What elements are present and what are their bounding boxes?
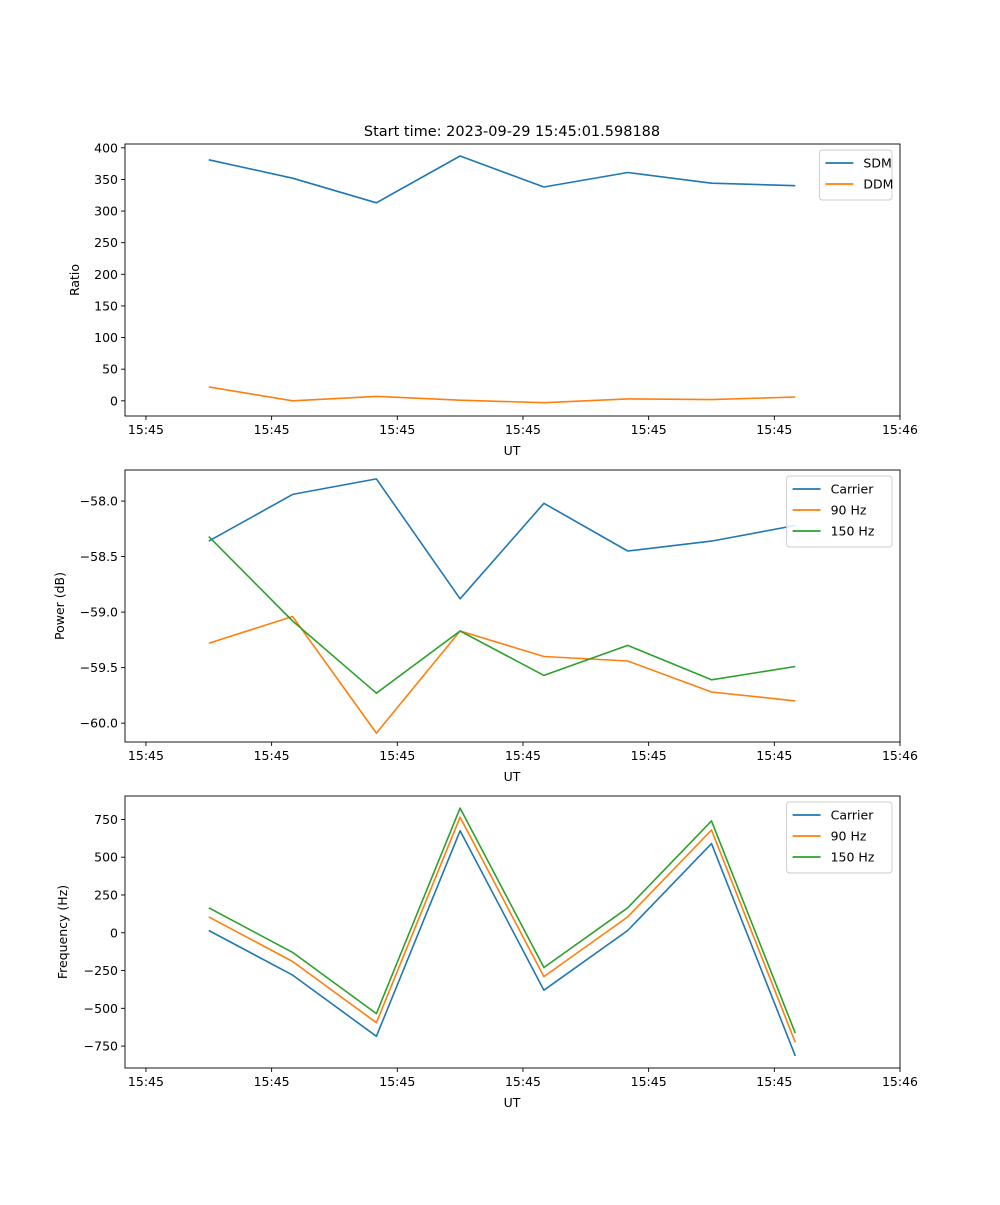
series-line-sdm	[208, 155, 796, 204]
x-tick-label: 15:45	[254, 748, 290, 763]
y-tick-label: 350	[94, 172, 118, 187]
x-axis-label: UT	[504, 1095, 521, 1110]
y-axis-label: Power (dB)	[52, 572, 67, 640]
series-line-carrier	[208, 829, 797, 1057]
y-tick-label: 250	[94, 235, 118, 250]
legend-label: 90 Hz	[831, 503, 867, 518]
y-tick-label: 0	[110, 925, 118, 940]
y-tick-label: −58.5	[80, 549, 118, 564]
legend-label: Carrier	[831, 482, 875, 497]
x-tick-label: 15:45	[379, 1074, 415, 1089]
legend-label: DDM	[863, 177, 893, 192]
x-tick-label: 15:45	[254, 1074, 290, 1089]
x-tick-label: 15:45	[756, 422, 792, 437]
y-tick-label: 300	[94, 204, 118, 219]
legend-box	[786, 801, 893, 874]
y-axis-label: Frequency (Hz)	[55, 885, 70, 979]
y-tick-label: 150	[94, 298, 118, 313]
y-tick-label: −59.5	[80, 660, 118, 675]
series-line-90-hz	[208, 615, 796, 734]
x-axis-label: UT	[504, 769, 521, 784]
legend-label: Carrier	[831, 808, 875, 823]
y-tick-label: −59.0	[80, 605, 118, 620]
y-tick-label: −58.0	[80, 494, 118, 509]
y-axis-label: Ratio	[67, 264, 82, 296]
legend-label: 150 Hz	[831, 850, 875, 865]
legend-label: SDM	[863, 156, 891, 171]
x-tick-label: 15:46	[882, 748, 918, 763]
x-tick-label: 15:45	[379, 422, 415, 437]
y-tick-label: −250	[84, 963, 118, 978]
y-tick-label: −750	[84, 1039, 118, 1054]
series-line-carrier	[208, 478, 796, 600]
y-tick-label: 100	[94, 330, 118, 345]
series-line-90-hz	[208, 816, 797, 1043]
axes-frame	[124, 143, 901, 417]
x-tick-label: 15:45	[128, 1074, 164, 1089]
legend-label: 150 Hz	[831, 524, 875, 539]
y-tick-label: 50	[102, 362, 118, 377]
y-tick-label: 500	[94, 850, 118, 865]
legend-box	[786, 475, 893, 548]
series-line-150-hz	[208, 807, 797, 1034]
x-tick-label: 15:45	[756, 748, 792, 763]
legend: SDM DDM	[818, 149, 893, 201]
x-tick-label: 15:45	[254, 422, 290, 437]
y-tick-label: 200	[94, 267, 118, 282]
y-tick-label: 250	[94, 887, 118, 902]
panel-ratio: Start time: 2023-09-29 15:45:01.598188 1…	[67, 124, 918, 458]
x-tick-label: 15:45	[631, 422, 667, 437]
y-tick-label: 400	[94, 140, 118, 155]
x-tick-label: 15:45	[379, 748, 415, 763]
x-tick-label: 15:45	[631, 748, 667, 763]
x-tick-label: 15:45	[505, 422, 541, 437]
y-tick-label: 0	[110, 393, 118, 408]
x-axis-label: UT	[504, 443, 521, 458]
y-tick-label: 750	[94, 812, 118, 827]
axes-frame	[124, 795, 901, 1069]
y-tick-label: −60.0	[80, 716, 118, 731]
series-line-ddm	[208, 386, 796, 404]
legend: Carrier 90 Hz 150 Hz	[786, 475, 893, 548]
x-tick-label: 15:45	[631, 1074, 667, 1089]
panel-frequency: 15:45 15:45 15:45 15:45 15:45 15:45 15:46 −750 −…	[55, 795, 918, 1110]
x-tick-label: 15:45	[128, 748, 164, 763]
x-tick-label: 15:45	[756, 1074, 792, 1089]
x-tick-label: 15:45	[128, 422, 164, 437]
series-line-150-hz	[208, 536, 796, 695]
panel-power: 15:45 15:45 15:45 15:45 15:45 15:45 15:46 −60.0…	[52, 469, 918, 784]
axes-frame	[124, 469, 901, 743]
legend: Carrier 90 Hz 150 Hz	[786, 801, 893, 874]
x-tick-label: 15:45	[505, 1074, 541, 1089]
y-tick-label: −500	[84, 1001, 118, 1016]
chart-title: Start time: 2023-09-29 15:45:01.598188	[364, 124, 660, 140]
legend-label: 90 Hz	[831, 829, 867, 844]
x-tick-label: 15:45	[505, 748, 541, 763]
x-tick-label: 15:46	[882, 422, 918, 437]
x-tick-label: 15:46	[882, 1074, 918, 1089]
